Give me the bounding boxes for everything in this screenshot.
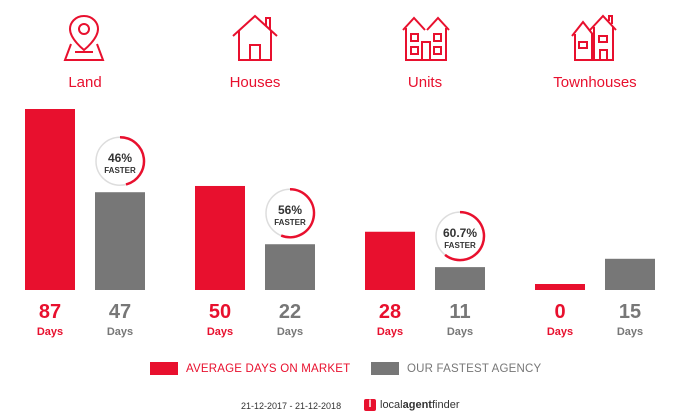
house-icon (232, 14, 278, 61)
unit-fastest-land: Days (107, 326, 133, 338)
unit-fastest-houses: Days (277, 326, 303, 338)
townhouses-icon (571, 14, 617, 61)
faster-arc-land (119, 135, 146, 186)
faster-label-land: FASTER (104, 166, 136, 175)
faster-percent-houses: 56% (278, 203, 302, 217)
unit-average-land: Days (37, 326, 63, 338)
value-fastest-houses: 22 (279, 301, 301, 323)
legend-swatch-fastest (371, 362, 399, 375)
unit-average-townhouses: Days (547, 326, 573, 338)
bar-fastest-townhouses (605, 258, 655, 290)
unit-fastest-units: Days (447, 326, 473, 338)
unit-fastest-townhouses: Days (617, 326, 643, 338)
date-range: 21-12-2017 - 21-12-2018 (241, 401, 342, 411)
value-average-houses: 50 (209, 301, 231, 323)
category-label-townhouses: Townhouses (553, 74, 637, 91)
category-label-land: Land (68, 74, 102, 91)
faster-percent-units: 60.7% (443, 226, 477, 240)
land-pin-icon (63, 14, 105, 61)
bar-average-land (25, 109, 75, 290)
brand-name: localagentfinder (380, 399, 460, 411)
brand-mark-icon: l (364, 399, 376, 411)
legend-fastest: OUR FASTEST AGENCY (371, 362, 541, 375)
bar-fastest-houses (265, 244, 315, 290)
bar-fastest-units (435, 267, 485, 290)
value-fastest-townhouses: 15 (619, 301, 641, 323)
days-on-market-chart: 87Days47Days46%FASTER50Days22Days56%FAST… (25, 109, 655, 338)
bar-fastest-land (95, 192, 145, 290)
legend-label-fastest: OUR FASTEST AGENCY (407, 362, 542, 375)
legend-label-average: AVERAGE DAYS ON MARKET (186, 362, 351, 375)
category-label-units: Units (407, 74, 443, 91)
faster-arc-units (444, 210, 486, 262)
category-label-houses: Houses (229, 74, 281, 91)
footer: 21-12-2017 - 21-12-2018 l localagentfind… (0, 398, 700, 416)
value-fastest-land: 47 (109, 301, 131, 323)
brand-logo: l localagentfinder (364, 399, 460, 411)
value-fastest-units: 11 (449, 301, 470, 323)
value-average-townhouses: 0 (554, 301, 565, 323)
value-average-land: 87 (39, 301, 61, 323)
faster-label-houses: FASTER (274, 218, 306, 227)
bar-average-units (365, 231, 415, 290)
legend-average: AVERAGE DAYS ON MARKET (150, 362, 350, 375)
legend-swatch-average (150, 362, 178, 375)
faster-percent-land: 46% (108, 151, 132, 165)
bar-average-houses (195, 185, 245, 290)
faster-arc-houses (280, 187, 316, 239)
value-average-units: 28 (379, 301, 401, 323)
unit-average-houses: Days (207, 326, 233, 338)
units-icon (402, 16, 450, 61)
unit-average-units: Days (377, 326, 403, 338)
bar-average-townhouses (535, 284, 585, 290)
faster-label-units: FASTER (444, 241, 476, 250)
